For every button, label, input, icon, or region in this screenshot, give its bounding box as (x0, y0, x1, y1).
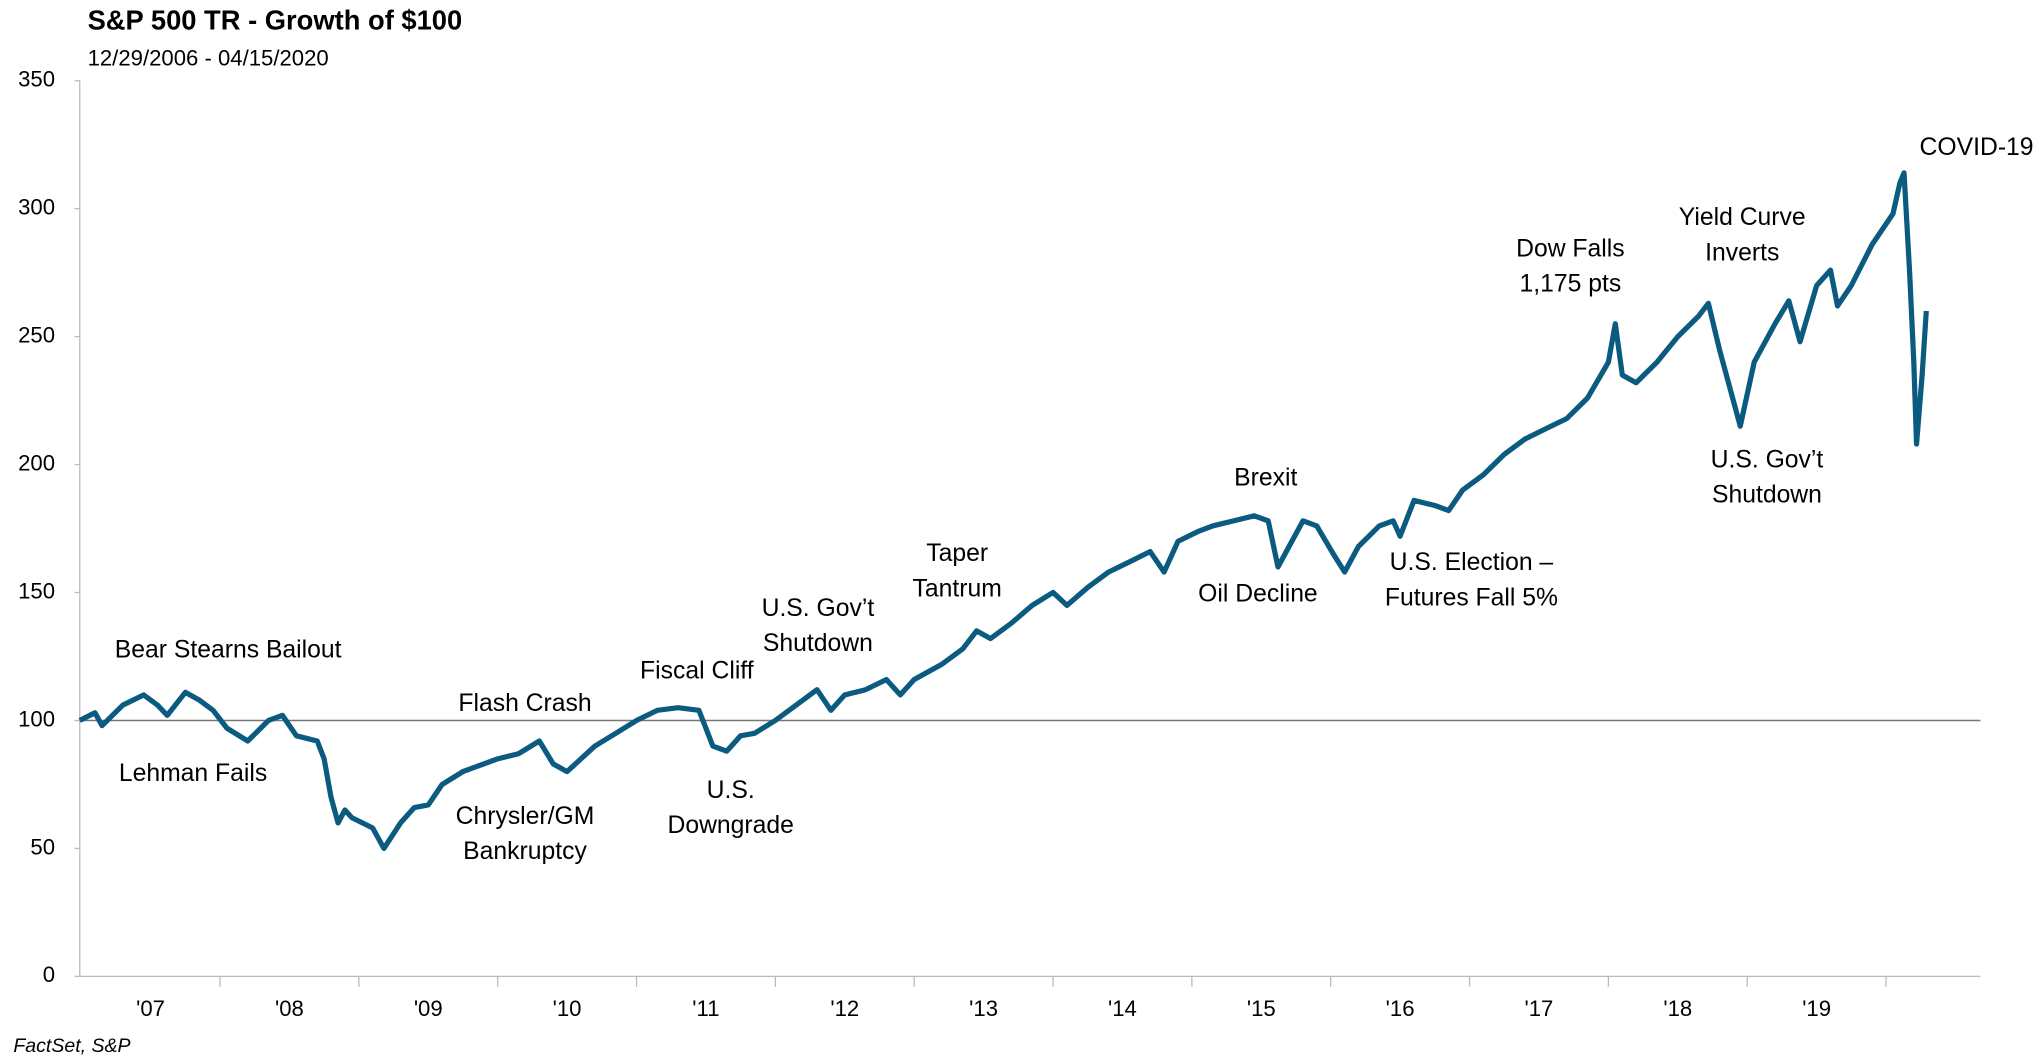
x-tick-label: '19 (1802, 996, 1831, 1021)
y-tick-label: 100 (18, 706, 55, 731)
x-tick-label: '13 (969, 996, 998, 1021)
x-tick-label: '16 (1386, 996, 1415, 1021)
annotation: Futures Fall 5% (1385, 584, 1558, 611)
annotation: Brexit (1234, 465, 1297, 492)
y-tick-label: 50 (30, 834, 55, 859)
annotation: Chrysler/GM (456, 803, 595, 830)
annotation: Dow Falls (1516, 235, 1625, 262)
annotation: U.S. (707, 777, 755, 804)
annotation: Oil Decline (1198, 580, 1318, 607)
y-tick-label: 300 (18, 195, 55, 220)
annotation: Taper (926, 540, 988, 567)
y-tick-label: 150 (18, 578, 55, 603)
annotation: Shutdown (763, 630, 873, 657)
x-tick-label: '11 (692, 996, 719, 1021)
y-tick-label: 250 (18, 322, 55, 347)
x-tick-label: '12 (830, 996, 859, 1021)
x-tick-label: '14 (1108, 996, 1137, 1021)
annotation: Yield Curve (1679, 204, 1806, 231)
annotation: Flash Crash (458, 690, 591, 717)
x-tick-label: '10 (553, 996, 582, 1021)
annotation: COVID-19 (1920, 134, 2034, 161)
annotation: Tantrum (913, 575, 1002, 602)
annotation: U.S. Gov’t (762, 595, 875, 622)
annotation: Fiscal Cliff (640, 657, 754, 684)
annotation: Lehman Fails (119, 760, 267, 787)
annotation: Inverts (1705, 239, 1779, 266)
x-tick-label: '15 (1247, 996, 1276, 1021)
source: FactSet, S&P (13, 1035, 130, 1057)
y-tick-label: 200 (18, 450, 55, 475)
x-tick-label: '07 (136, 996, 165, 1021)
x-tick-label: '09 (414, 996, 443, 1021)
y-tick-label: 350 (18, 67, 55, 92)
annotation: Bear Stearns Bailout (115, 636, 342, 663)
chart-subtitle: 12/29/2006 - 04/15/2020 (88, 46, 329, 71)
annotation: U.S. Election – (1390, 549, 1554, 576)
y-tick-label: 0 (43, 962, 55, 987)
x-tick-label: '08 (275, 996, 304, 1021)
chart-title: S&P 500 TR - Growth of $100 (88, 4, 463, 35)
annotation: Shutdown (1712, 482, 1822, 509)
annotation: Downgrade (667, 812, 793, 839)
x-tick-label: '18 (1663, 996, 1692, 1021)
annotation: 1,175 pts (1520, 271, 1622, 298)
x-tick-label: '17 (1525, 996, 1554, 1021)
annotation: Bankruptcy (463, 838, 587, 865)
annotation: U.S. Gov’t (1711, 446, 1824, 473)
series-line (78, 170, 1929, 852)
